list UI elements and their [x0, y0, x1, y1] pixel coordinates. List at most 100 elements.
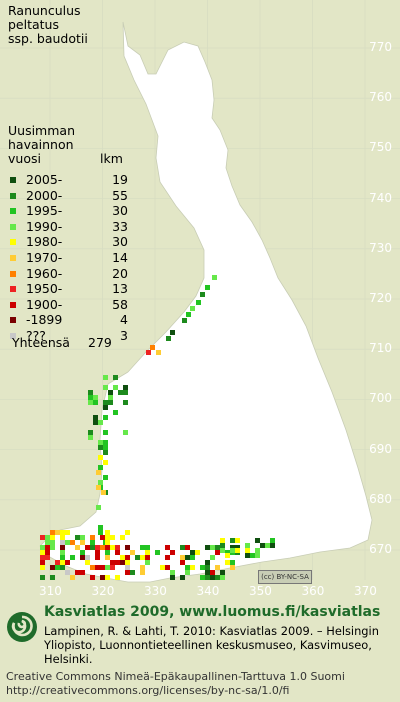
observation-cell — [65, 540, 70, 545]
observation-cell — [93, 420, 98, 425]
observation-cell — [125, 545, 130, 550]
observation-cell — [130, 550, 135, 555]
y-tick-label: 740 — [369, 190, 392, 205]
observation-cell — [70, 575, 75, 580]
observation-cell — [100, 545, 105, 550]
legend-count: 33 — [112, 218, 128, 234]
observation-cell — [103, 430, 108, 435]
observation-cell — [50, 575, 55, 580]
observation-cell — [115, 575, 120, 580]
observation-cell — [98, 525, 103, 530]
observation-cell — [205, 560, 210, 565]
observation-cell — [255, 553, 260, 558]
observation-cell — [103, 460, 108, 465]
observation-cell — [245, 553, 250, 558]
observation-cell — [230, 545, 235, 550]
observation-cell — [75, 535, 80, 540]
observation-cell — [270, 538, 275, 543]
observation-cell — [135, 555, 140, 560]
observation-cell — [108, 390, 113, 395]
y-tick-label: 700 — [369, 391, 392, 406]
legend-period: 1980- — [26, 234, 63, 250]
observation-cell — [225, 560, 230, 565]
observation-cell — [105, 575, 110, 580]
legend-count: 4 — [120, 312, 128, 328]
x-tick-label: 370 — [354, 584, 377, 598]
observation-cell — [255, 538, 260, 543]
observation-cell — [215, 575, 220, 580]
observation-cell — [125, 560, 130, 565]
citation: Lampinen, R. & Lahti, T. 2010: Kasviatla… — [44, 624, 379, 666]
x-tick-label: 340 — [196, 584, 220, 598]
observation-cell — [103, 385, 108, 390]
observation-cell — [45, 545, 50, 550]
observation-cell — [140, 570, 145, 575]
observation-cell — [156, 350, 161, 355]
legend-period: 1995- — [26, 203, 63, 219]
observation-cell — [190, 306, 195, 311]
observation-cell — [105, 535, 110, 540]
observation-cell — [90, 545, 95, 550]
observation-cell — [170, 550, 175, 555]
observation-cell — [80, 555, 85, 560]
observation-cell — [110, 535, 115, 540]
finland-distribution-map — [0, 0, 400, 583]
observation-cell — [60, 555, 65, 560]
observation-cell — [110, 560, 115, 565]
observation-cell — [65, 560, 70, 565]
legend-title-line: Uusimman — [8, 123, 75, 138]
observation-cell — [115, 545, 120, 550]
observation-cell — [88, 435, 93, 440]
observation-cell — [40, 535, 45, 540]
observation-cell — [96, 470, 101, 475]
observation-cell — [98, 465, 103, 470]
observation-cell — [95, 555, 100, 560]
observation-cell — [103, 375, 108, 380]
legend-swatch — [10, 301, 16, 308]
observation-cell — [45, 535, 50, 540]
observation-cell — [212, 275, 217, 280]
observation-cell — [95, 545, 100, 550]
observation-cell — [80, 540, 85, 545]
observation-cell — [101, 490, 106, 495]
legend-col-count: lkm — [100, 151, 123, 166]
observation-cell — [180, 545, 185, 550]
observation-cell — [103, 405, 108, 410]
observation-cell — [145, 555, 150, 560]
legend-period: 1960- — [26, 265, 63, 281]
observation-cell — [108, 400, 113, 405]
observation-cell — [123, 390, 128, 395]
observation-cell — [105, 550, 110, 555]
observation-cell — [130, 570, 135, 575]
observation-cell — [125, 530, 130, 535]
observation-cell — [98, 440, 103, 445]
observation-cell — [185, 545, 190, 550]
observation-cell — [90, 575, 95, 580]
observation-cell — [103, 440, 108, 445]
observation-cell — [65, 530, 70, 535]
observation-cell — [60, 530, 65, 535]
observation-cell — [40, 575, 45, 580]
y-tick-label: 680 — [369, 491, 392, 506]
y-tick-label: 710 — [369, 341, 392, 356]
observation-cell — [190, 555, 195, 560]
legend-count: 30 — [112, 234, 128, 250]
legend-swatch — [10, 239, 16, 246]
observation-cell — [220, 548, 225, 553]
observation-cell — [118, 390, 123, 395]
observation-cell — [80, 535, 85, 540]
observation-cell — [105, 530, 110, 535]
observation-cell — [88, 395, 93, 400]
legend-period: 1990- — [26, 218, 63, 234]
observation-cell — [113, 410, 118, 415]
observation-cell — [125, 565, 130, 570]
legend-period: 1900- — [26, 296, 63, 312]
observation-cell — [123, 400, 128, 405]
observation-cell — [125, 570, 130, 575]
legend-col-period: vuosi — [8, 151, 41, 166]
observation-cell — [265, 543, 270, 548]
observation-cell — [40, 565, 45, 570]
observation-cell — [165, 555, 170, 560]
observation-cell — [210, 555, 215, 560]
observation-cell — [230, 538, 235, 543]
